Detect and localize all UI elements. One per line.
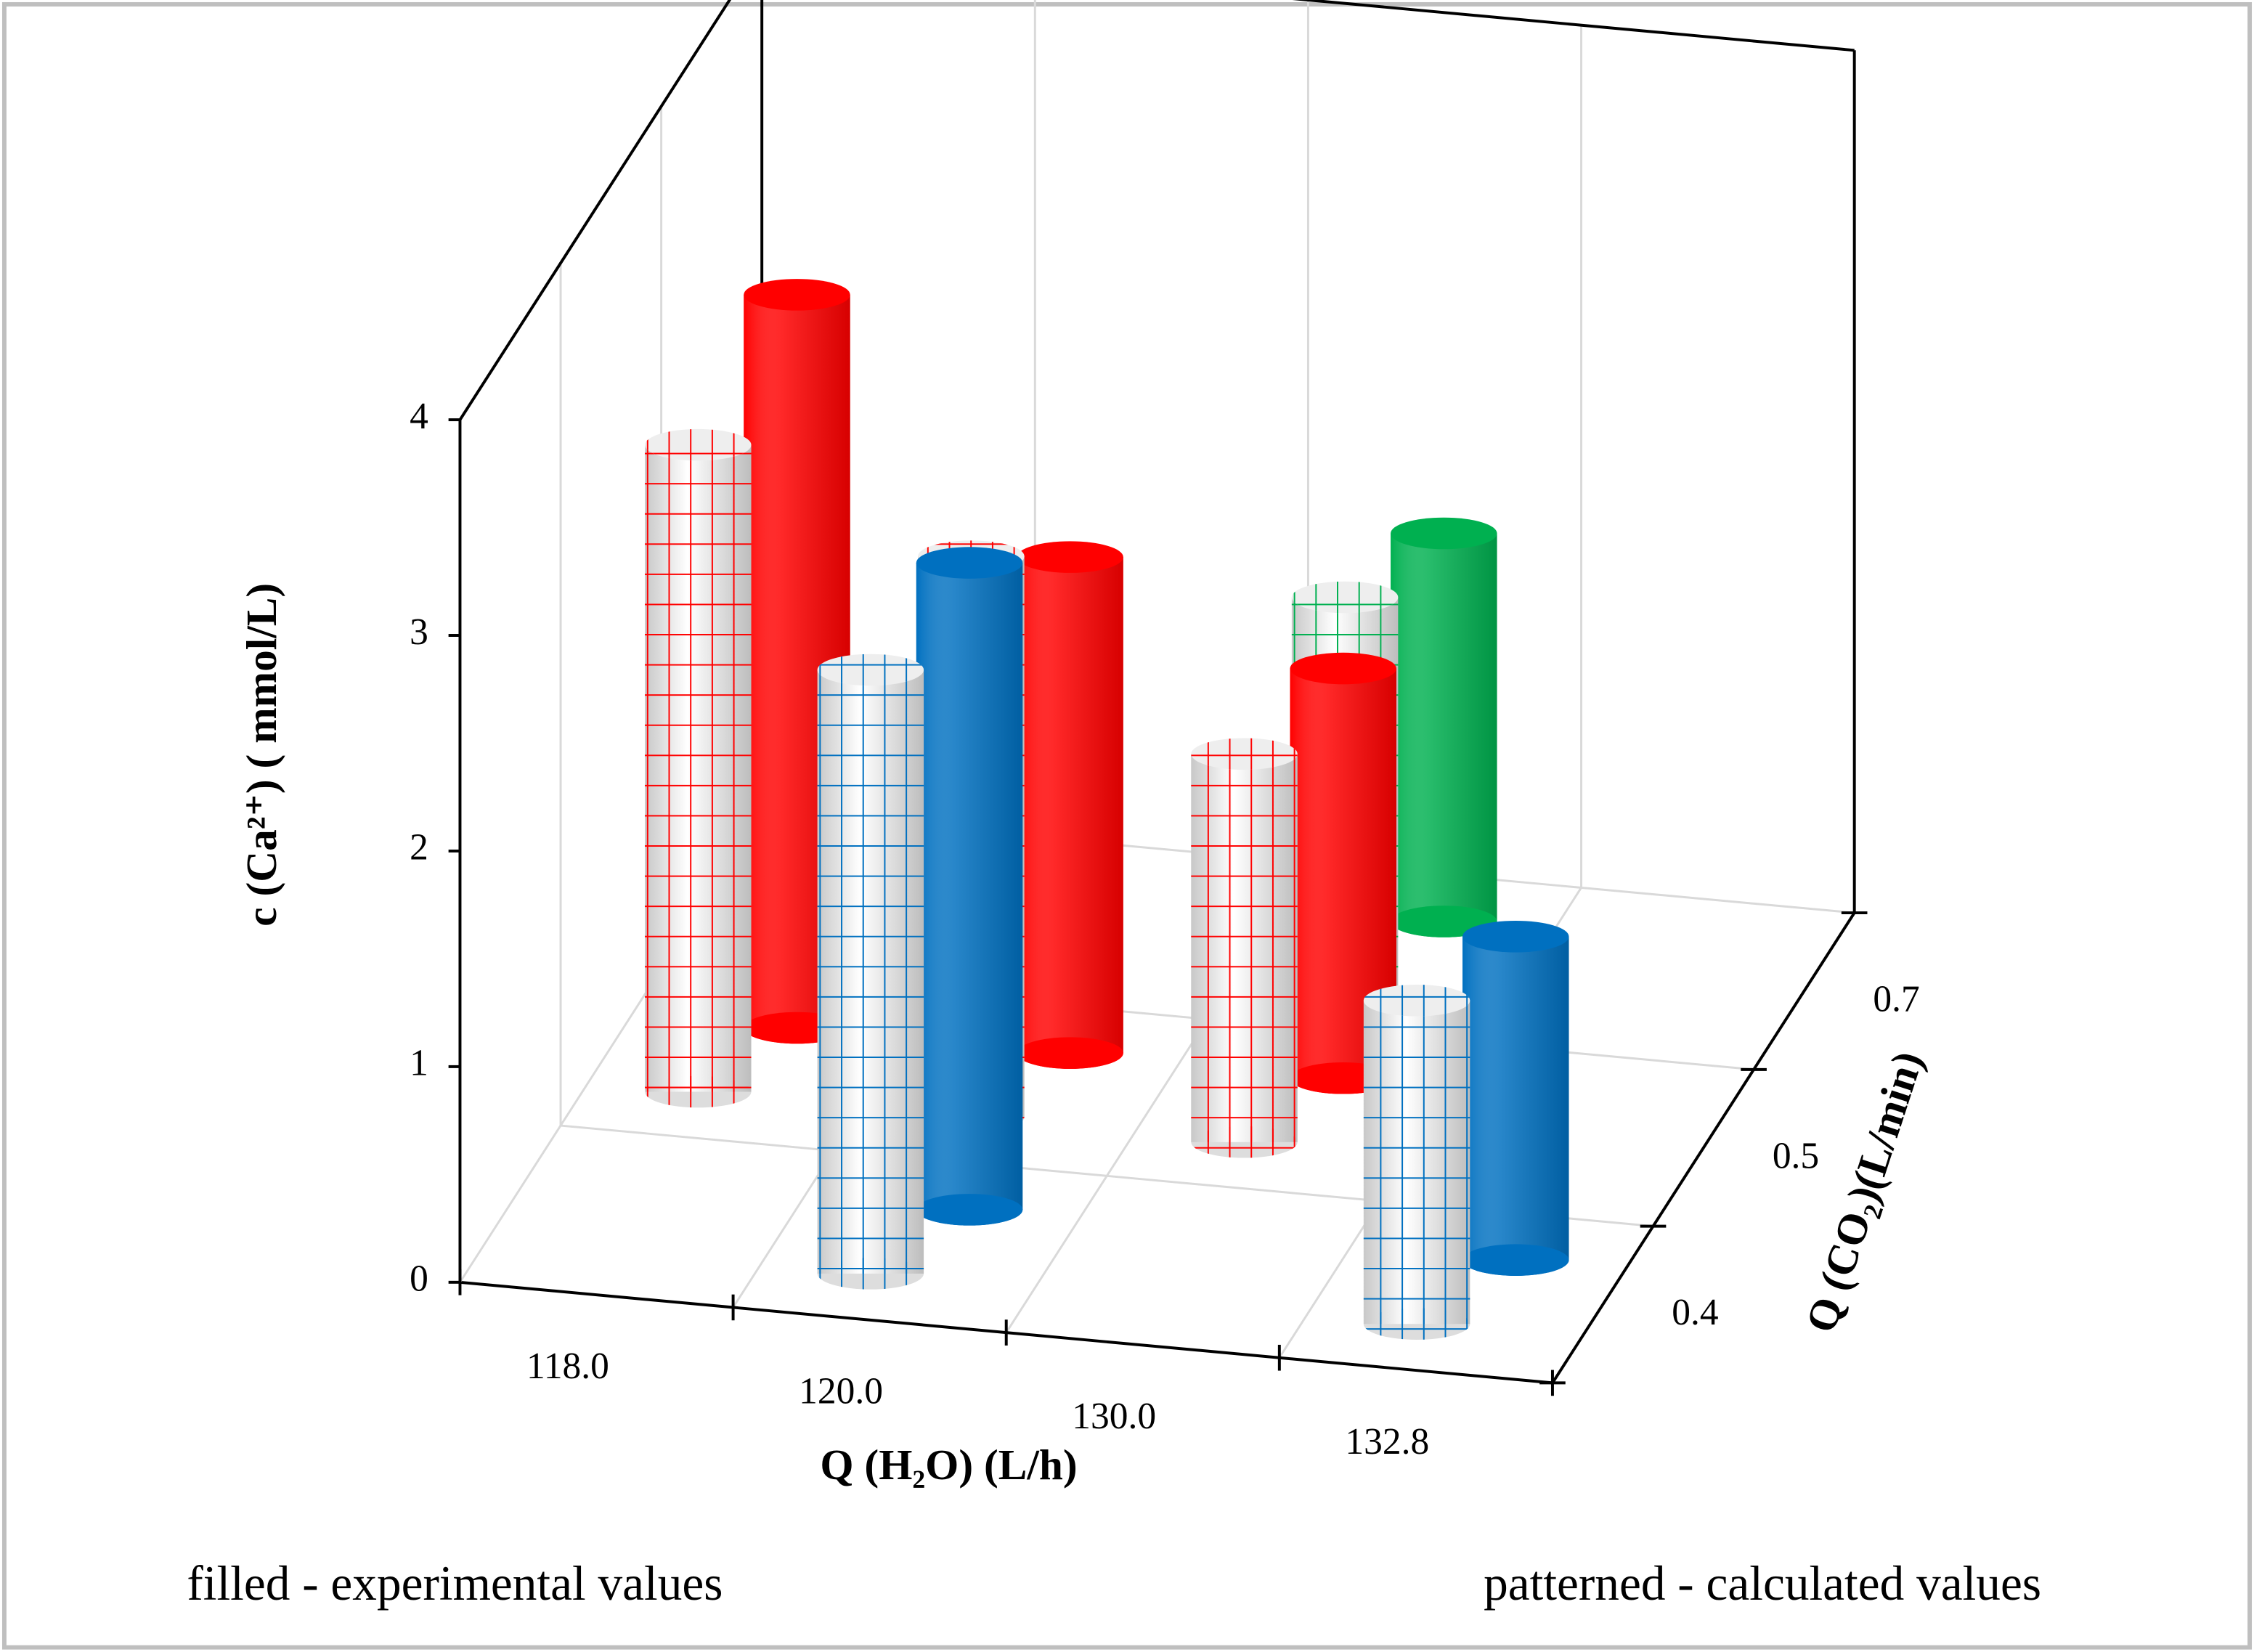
x-tick-label: 120.0 (799, 1371, 883, 1412)
y-tick-label: 1 (410, 1043, 428, 1084)
y-tick-label: 4 (410, 396, 428, 437)
y-axis-title: c (Ca²⁺) ( mmol/L) (237, 583, 285, 927)
cylinder-top-pattern (645, 428, 752, 461)
cylinder (1017, 541, 1123, 1069)
cylinder-top (1391, 517, 1497, 550)
cylinder (916, 547, 1023, 1226)
cylinder (1191, 738, 1298, 1158)
x-tick-label: 132.8 (1345, 1421, 1429, 1462)
cylinder-top (1017, 541, 1123, 573)
cylinder-top (916, 547, 1023, 579)
y-tick-label: 0 (410, 1258, 428, 1300)
cylinder-top (1462, 920, 1569, 953)
y-tick-label: 3 (410, 611, 428, 653)
z-tick-label: 0.5 (1773, 1135, 1819, 1176)
y-tick-label: 2 (410, 827, 428, 868)
cylinder-pattern (1363, 1000, 1470, 1325)
cylinder-pattern (1191, 754, 1298, 1142)
z-tick-label: 0.4 (1672, 1292, 1718, 1333)
wall-edge (458, 0, 732, 421)
cylinder-top-pattern (1191, 738, 1298, 770)
cylinder (1391, 517, 1497, 937)
cylinder-base-pattern (1191, 1126, 1298, 1158)
x-tick-label: 118.0 (526, 1346, 609, 1387)
cylinder-shade (1391, 533, 1497, 921)
cylinder (645, 428, 752, 1108)
cylinder-shade (1017, 557, 1123, 1054)
legend-note: patterned - calculated values (1484, 1556, 2041, 1611)
axis-line (1551, 911, 1856, 1384)
wall-edge (1292, 0, 1855, 52)
cylinder-shade (916, 563, 1023, 1210)
legend-note: filled - experimental values (187, 1556, 723, 1611)
cylinder (817, 654, 924, 1290)
cylinder-pattern (817, 670, 924, 1274)
cylinder-top-pattern (817, 654, 924, 686)
cylinder (1462, 920, 1569, 1276)
x-tick-label: 130.0 (1072, 1396, 1156, 1437)
cylinder-base-fill (916, 1194, 1023, 1226)
cylinder-pattern (645, 444, 752, 1092)
cylinder (1363, 985, 1470, 1340)
cylinder-base-pattern (817, 1258, 924, 1290)
cylinder-shade (1462, 936, 1569, 1261)
z-tick-label: 0.7 (1873, 979, 1919, 1020)
x-axis-title: Q (H₂O) (L/h) (820, 1441, 1077, 1489)
cylinder-top-pattern (1363, 985, 1470, 1017)
cylinder-base-fill (1017, 1037, 1123, 1069)
cylinder-top (1290, 652, 1396, 685)
cylinder-top-pattern (1291, 581, 1399, 614)
cylinder-top (744, 279, 850, 311)
cylinder-base-pattern (1363, 1308, 1470, 1340)
cylinder-base-fill (1462, 1244, 1569, 1276)
cylinder-base-pattern (645, 1075, 752, 1108)
